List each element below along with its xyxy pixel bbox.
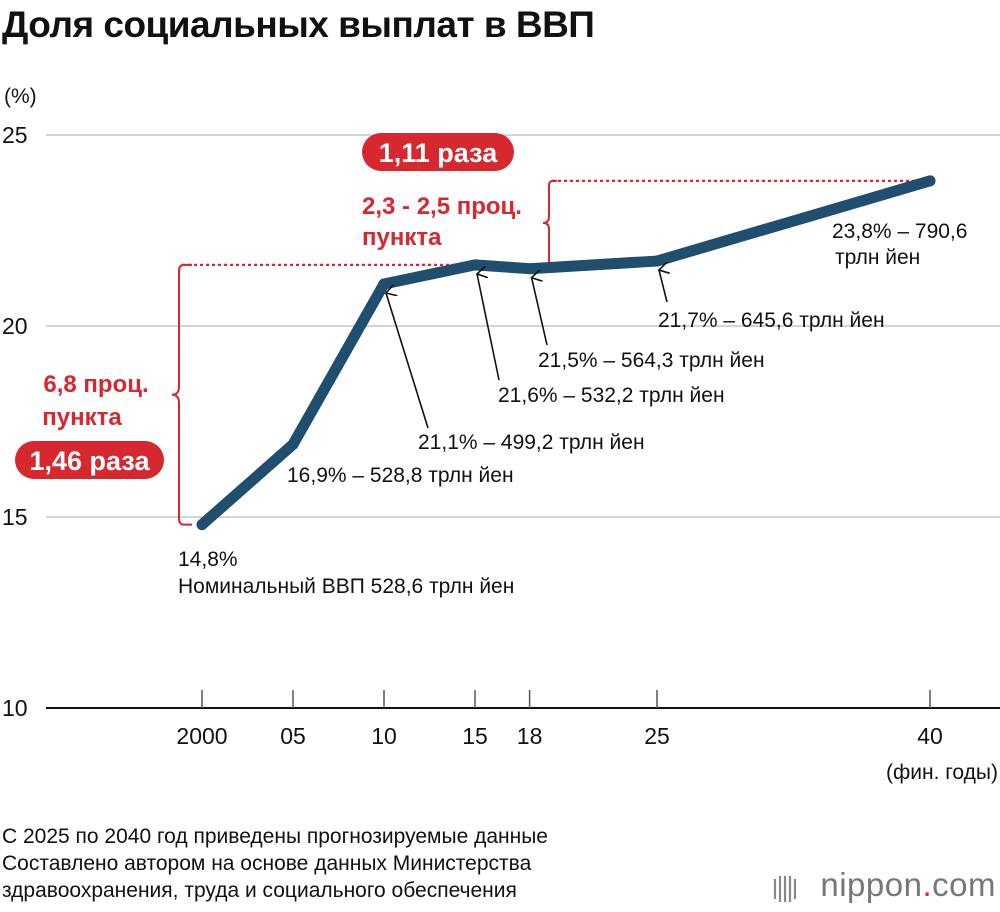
x-tick-label-2005: 05 [280, 723, 306, 749]
y-tick-label-25: 25 [2, 122, 28, 148]
x-tick-label-2025: 25 [644, 723, 670, 749]
x-tick-label-2000: 2000 [176, 723, 227, 749]
data-point-2010 [378, 278, 390, 290]
brace-2015-2040 [542, 179, 557, 266]
data-point-2000 [196, 519, 208, 531]
y-axis-unit-label: (%) [4, 85, 37, 108]
point-label-2000-value: 14,8% [178, 548, 238, 571]
point-label-2015: 21,6% – 532,2 трлн йен [498, 384, 725, 407]
badge-ratio-2000-2015-bg [15, 441, 164, 479]
x-tick-label-2040: 40 [917, 723, 943, 749]
y-tick-label-20: 20 [2, 313, 28, 339]
badge-ratio-2015-2040-bg [362, 133, 514, 171]
x-axis-title: (фин. годы) [886, 761, 998, 784]
brace-2000-2015 [171, 263, 192, 526]
leader-arrow-2010 [386, 293, 429, 429]
x-tick-label-2015: 15 [462, 723, 488, 749]
leader-arrow-2018 [532, 278, 548, 346]
leader-arrow-2015 [477, 274, 500, 381]
x-tick-label-2010: 10 [371, 723, 397, 749]
note-forecast: С 2025 по 2040 год приведены прогнозируе… [2, 825, 548, 848]
nippon-logo[interactable]: nippon.com [820, 866, 996, 904]
data-point-2018 [524, 263, 536, 275]
data-point-2015 [469, 259, 481, 271]
y-tick-label-10: 10 [2, 695, 28, 721]
logo-suffix: com [932, 866, 996, 903]
annotation-2000-2015-value: 6,8 проц. [43, 371, 148, 398]
x-tick-label-2018: 18 [517, 723, 543, 749]
note-source-2: здравоохранения, труда и социального обе… [2, 879, 517, 902]
annotation-2000-2015-unit: пункта [42, 404, 122, 431]
point-label-2040-line2: трлн йен [835, 246, 920, 269]
leader-arrow-2025 [659, 270, 667, 303]
nippon-logo-mark-icon [773, 876, 797, 902]
data-point-2005 [287, 438, 299, 450]
point-label-2000-gdp: Номинальный ВВП 528,6 трлн йен [178, 575, 514, 598]
point-label-2040-line1: 23,8% – 790,6 [832, 220, 967, 243]
y-tick-label-15: 15 [2, 504, 28, 530]
point-label-2018: 21,5% – 564,3 трлн йен [538, 349, 765, 372]
data-point-2025 [651, 255, 663, 267]
chart-title: Доля социальных выплат в ВВП [2, 4, 595, 45]
point-label-2025: 21,7% – 645,6 трлн йен [658, 309, 885, 332]
logo-text: nippon [820, 866, 923, 903]
data-point-2040 [924, 175, 936, 187]
note-source-1: Составлено автором на основе данных Мини… [2, 852, 532, 875]
badge-ratio-2015-2040: 1,11 раза [379, 138, 498, 168]
annotation-2015-2040-value: 2,3 - 2,5 проц. [362, 193, 522, 220]
annotation-2015-2040-unit: пункта [362, 224, 442, 251]
point-label-2005: 16,9% – 528,8 трлн йен [287, 464, 514, 487]
point-label-2010: 21,1% – 499,2 трлн йен [418, 431, 645, 454]
badge-ratio-2000-2015: 1,46 раза [30, 446, 151, 476]
logo-dot: . [922, 866, 933, 903]
